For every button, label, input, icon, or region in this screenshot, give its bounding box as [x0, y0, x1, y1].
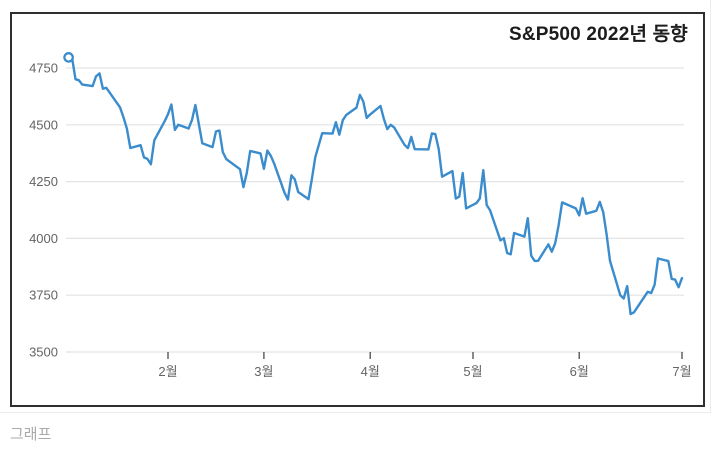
price-line	[67, 56, 684, 316]
x-tick-label: 6월	[570, 364, 589, 379]
x-tick-label: 3월	[254, 364, 273, 379]
x-tick-label: 4월	[361, 364, 380, 379]
x-axis-ticks	[167, 352, 683, 359]
x-axis-labels: 2월 3월 4월 5월 6월 7월	[158, 364, 691, 379]
start-marker	[63, 52, 74, 63]
y-tick-label: 4500	[29, 117, 58, 132]
chart-figure: S&P500 2022년 동향 4750 4500 4250 4000 3750 3500…	[0, 0, 711, 413]
y-tick-label: 4000	[29, 231, 58, 246]
y-tick-label: 3500	[29, 345, 58, 360]
figure-caption: 그래프	[10, 426, 52, 443]
y-tick-label: 3750	[29, 288, 58, 303]
x-tick-label: 2월	[158, 364, 177, 379]
gridlines	[66, 67, 684, 353]
chart-card: S&P500 2022년 동향 4750 4500 4250 4000 3750 3500…	[10, 12, 705, 407]
line-chart: 4750 4500 4250 4000 3750 3500 2월 3월 4월 5월 6월 7월	[29, 52, 692, 379]
chart-title: S&P500 2022년 동향	[508, 24, 688, 45]
y-tick-label: 4250	[29, 174, 58, 189]
y-tick-label: 4750	[29, 61, 58, 76]
y-axis-labels: 4750 4500 4250 4000 3750 3500	[29, 61, 58, 360]
x-tick-label: 5월	[463, 364, 482, 379]
x-tick-label: 7월	[672, 364, 691, 379]
